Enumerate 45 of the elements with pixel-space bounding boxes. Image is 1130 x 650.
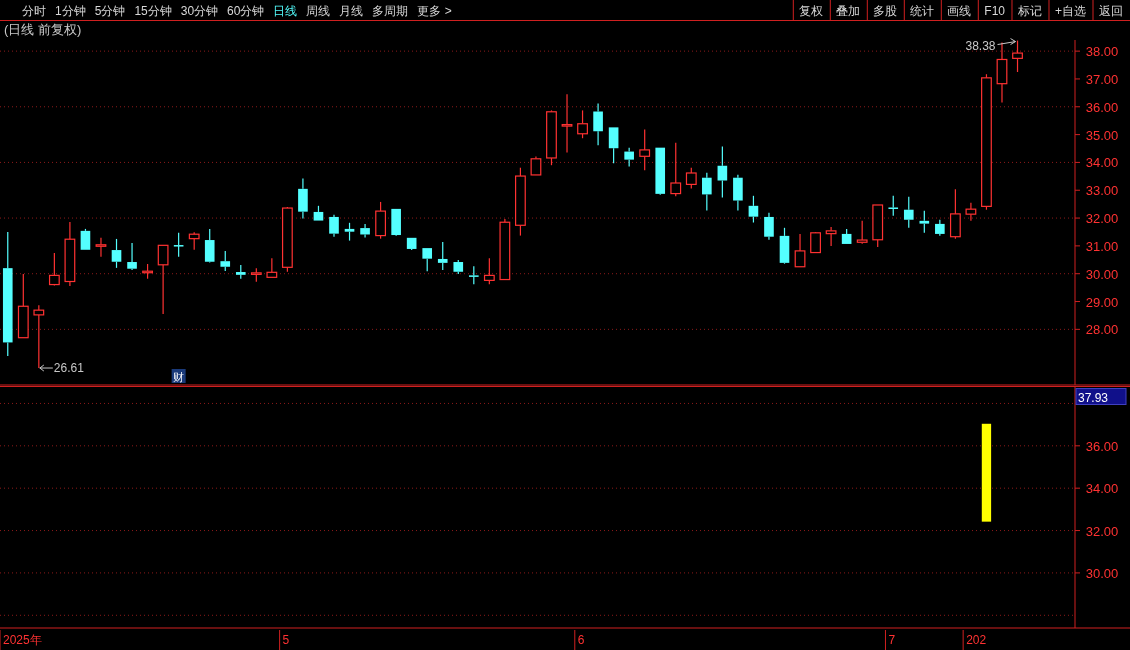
- y-tick-label: 37.00: [1085, 71, 1119, 87]
- y-tick-label: 31.00: [1085, 238, 1119, 254]
- text: 周线: [306, 4, 331, 18]
- y-tick-label: 38.00: [1085, 44, 1119, 60]
- annotation: 财: [173, 371, 185, 383]
- y-tick-label: 34.00: [1085, 481, 1119, 497]
- text: 60分钟: [227, 4, 265, 18]
- y-tick-label: 30.00: [1085, 266, 1119, 282]
- text: 多周期: [372, 4, 409, 18]
- chart-title: (日线 前复权): [4, 22, 82, 37]
- y-tick-label: 30.00: [1085, 565, 1119, 581]
- text: 15分钟: [134, 4, 172, 18]
- y-tick-label: 34.00: [1085, 155, 1119, 171]
- text: 37.93: [1078, 390, 1109, 405]
- y-tick-label: 28.00: [1085, 322, 1119, 338]
- text: 标记: [1016, 4, 1042, 18]
- y-tick-label: 32.00: [1085, 523, 1119, 539]
- y-tick-label: 35.00: [1085, 127, 1119, 143]
- y-tick-label: 36.00: [1085, 438, 1119, 454]
- y-tick-label: 32.00: [1085, 211, 1119, 227]
- x-tick-label: 7: [888, 633, 896, 647]
- text: 月线: [339, 4, 364, 18]
- text: +自选: [1054, 4, 1086, 18]
- annotation: 38.38: [965, 38, 996, 53]
- text: F10: [984, 4, 1006, 18]
- text: 5分钟: [94, 4, 126, 18]
- x-tick-label: 6: [577, 633, 585, 647]
- text: 30分钟: [180, 4, 219, 18]
- annotation: 26.61: [53, 361, 85, 376]
- text: 多股: [873, 4, 898, 18]
- y-tick-label: 36.00: [1085, 99, 1119, 115]
- text: 返回: [1099, 4, 1123, 18]
- text: 更多 >: [417, 4, 452, 18]
- text: 画线: [947, 4, 972, 18]
- y-tick-label: 29.00: [1085, 294, 1119, 310]
- text: 统计: [910, 4, 935, 18]
- text: 叠加: [836, 4, 861, 18]
- x-tick-label: 5: [282, 633, 290, 647]
- x-tick-label: 2025年: [3, 633, 42, 647]
- text: 日线: [273, 4, 298, 18]
- text: 分时: [22, 4, 46, 18]
- y-tick-label: 33.00: [1085, 183, 1119, 199]
- text: 1分钟: [55, 4, 86, 18]
- text: 复权: [799, 4, 824, 18]
- x-tick-label: 202: [966, 633, 987, 647]
